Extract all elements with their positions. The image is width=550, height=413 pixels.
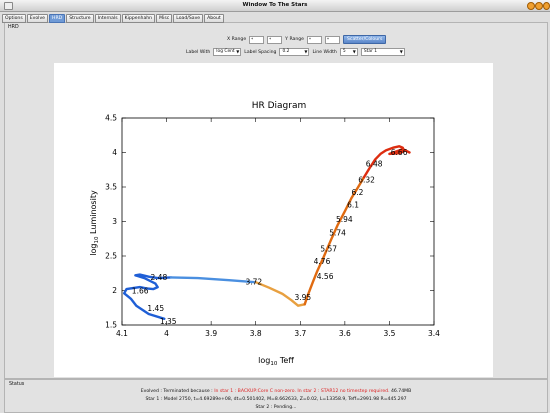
- section-label: HRD: [8, 25, 19, 30]
- tab-load-save[interactable]: Load/Save: [173, 14, 204, 23]
- dropdown-arrow-icon: ▼: [399, 49, 403, 54]
- dropdown-arrow-icon: ▼: [352, 49, 356, 54]
- track-label: 6.2: [352, 188, 364, 197]
- chart-title: HR Diagram: [252, 101, 307, 111]
- status-line-3: Star 2 : Pending...: [255, 405, 297, 410]
- track-label: 6.48: [366, 160, 383, 169]
- label-controls: Label With log Cent ▼ Label Spacing 0.2 ▼ …: [186, 48, 405, 56]
- window-title: Window To The Stars: [242, 2, 308, 8]
- line-width-value: 5: [342, 49, 346, 54]
- tab-kippenhahn[interactable]: Kippenhahn: [121, 14, 156, 23]
- status-line-1: Evolved : Terminated because : In star 1…: [5, 389, 547, 394]
- track-label: 4.76: [314, 257, 331, 266]
- label-with-value: log Cent: [216, 49, 235, 54]
- maximize-button[interactable]: [535, 2, 543, 10]
- star-select[interactable]: Star 1 ▼: [360, 48, 405, 56]
- x-tick-label: 3.6: [339, 329, 351, 338]
- dropdown-arrow-icon: ▼: [236, 49, 240, 54]
- x-range-max-input[interactable]: *: [267, 35, 283, 44]
- y-range-min-input[interactable]: *: [307, 35, 322, 44]
- label-spacing-label: Label Spacing: [244, 49, 277, 55]
- status-panel: Status Evolved : Terminated because : In…: [4, 379, 548, 413]
- track-label: 5.74: [329, 229, 346, 238]
- track-label: 6.66: [391, 148, 408, 157]
- x-tick-label: 3.7: [294, 329, 306, 338]
- y-tick-label: 2.5: [105, 252, 117, 261]
- x-range-label: X Range: [227, 37, 247, 42]
- track-label: 3.95: [294, 293, 311, 302]
- x-range-min-input[interactable]: *: [249, 35, 265, 44]
- tab-hrd[interactable]: HRD: [49, 14, 66, 23]
- y-tick-label: 2: [112, 286, 117, 295]
- track-label: 1.45: [147, 304, 164, 313]
- tab-misc[interactable]: Misc: [156, 14, 173, 23]
- label-spacing-select[interactable]: 0.2 ▼: [279, 48, 310, 56]
- hr-diagram-chart: HR Diagram 4.1 4 3.9 3.8 3.7 3.6 3.5 3.4 1.5 2 2.5…: [89, 101, 440, 367]
- status-prefix: Evolved : Terminated because :: [140, 389, 215, 394]
- track-label: 5.57: [320, 245, 337, 254]
- y-tick-label: 3.5: [105, 183, 117, 192]
- x-axis-label: log10 Teff: [258, 356, 294, 367]
- label-with-label: Label With: [186, 49, 211, 55]
- x-tick-label: 4: [164, 329, 169, 338]
- x-tick-label: 3.8: [250, 329, 262, 338]
- x-tick-label: 3.9: [205, 329, 217, 338]
- track-segment-3: [254, 280, 306, 307]
- tab-evolve[interactable]: Evolve: [26, 14, 48, 23]
- track-label: 1.66: [132, 287, 149, 296]
- tab-structure[interactable]: Structure: [66, 14, 94, 23]
- status-error-text: In star 1 : BACKUP:Core C non-zero. In s…: [214, 389, 390, 394]
- track-segment-5: [362, 145, 411, 179]
- label-with-select[interactable]: log Cent ▼: [213, 48, 242, 56]
- track-label: 6.1: [347, 200, 359, 209]
- track-label: 4.56: [317, 272, 334, 281]
- label-spacing-value: 0.2: [282, 49, 290, 54]
- x-tick-label: 3.5: [383, 329, 395, 338]
- x-tick-label: 4.1: [116, 329, 128, 338]
- y-tick-label: 4.5: [105, 114, 117, 123]
- range-controls: X Range * * Y Range * * Scatter/Colours: [227, 35, 387, 44]
- window-menu-icon[interactable]: [4, 2, 13, 10]
- status-line-2: Star 1 : Model 2750, t=4.69289e+08, dt=0…: [145, 397, 407, 402]
- tab-about[interactable]: About: [204, 14, 224, 23]
- y-tick-label: 3: [112, 217, 117, 226]
- title-bar: Window To The Stars: [0, 0, 550, 12]
- scatter-colours-button[interactable]: Scatter/Colours: [343, 35, 387, 44]
- status-label: Status: [9, 382, 25, 387]
- tab-internals[interactable]: Internals: [94, 14, 121, 23]
- track-label: 6.32: [358, 176, 375, 185]
- tab-bar: Options Evolve HRD Structure Internals K…: [2, 14, 224, 23]
- track-segment-4: [303, 176, 366, 306]
- plot-area: HR Diagram 4.1 4 3.9 3.8 3.7 3.6 3.5 3.4 1.5 2 2.5…: [54, 63, 493, 377]
- dropdown-arrow-icon: ▼: [304, 49, 308, 54]
- star-value: Star 1: [363, 49, 378, 54]
- tab-options[interactable]: Options: [2, 14, 26, 23]
- track-label: 5.94: [336, 215, 353, 224]
- y-tick-label: 4: [112, 148, 117, 157]
- y-range-max-input[interactable]: *: [325, 35, 340, 44]
- minimize-button[interactable]: [527, 2, 535, 10]
- x-tick-label: 3.4: [428, 329, 440, 338]
- track-segment-1: [122, 273, 173, 321]
- y-range-label: Y Range: [285, 37, 304, 42]
- track-segment-2: [169, 276, 257, 284]
- track-label: 2.48: [151, 273, 168, 282]
- line-width-label: Line Width: [312, 49, 337, 55]
- status-memory: 46.74MB: [389, 389, 412, 394]
- track-label: 1.35: [160, 317, 177, 326]
- close-button[interactable]: [543, 2, 550, 10]
- y-axis-label: log10 Luminosity: [89, 190, 100, 256]
- line-width-select[interactable]: 5 ▼: [339, 48, 358, 56]
- track-label: 3.72: [245, 278, 262, 287]
- y-tick-label: 1.5: [105, 321, 117, 330]
